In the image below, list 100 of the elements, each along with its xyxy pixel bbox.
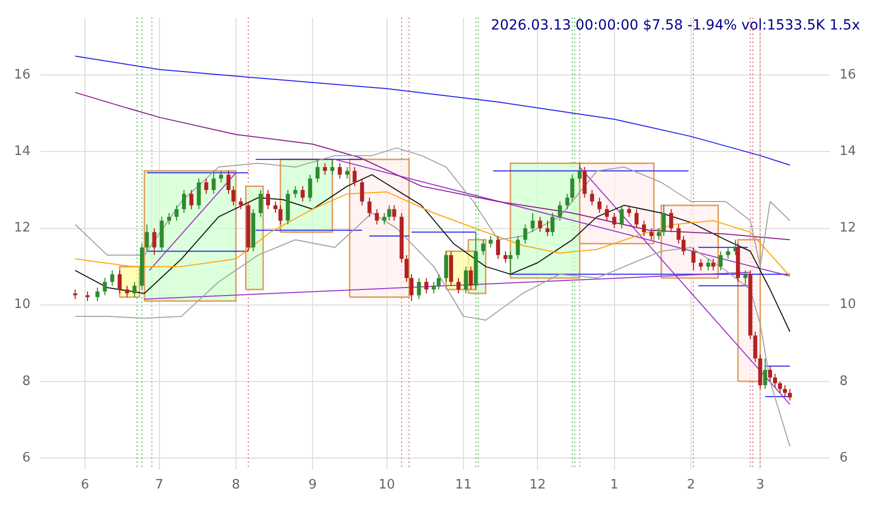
candlestick [773, 373, 778, 388]
candlestick [516, 235, 520, 260]
x-tick-label: 7 [155, 478, 164, 493]
candlestick [436, 274, 441, 290]
candlestick [508, 250, 512, 275]
candlestick [410, 274, 414, 302]
candlestick [768, 366, 772, 382]
x-tick-label: 2 [686, 478, 696, 493]
candlestick [132, 281, 137, 298]
candlestick [367, 197, 372, 218]
x-tick-label: 11 [455, 478, 472, 493]
candlestick [258, 190, 263, 218]
candlestick [763, 358, 768, 390]
candlestick [352, 166, 357, 187]
candlestick [464, 266, 468, 294]
candlestick [182, 190, 186, 214]
candlestick [711, 258, 716, 271]
candlestick [726, 246, 730, 260]
candlestick [125, 285, 130, 298]
candlestick [345, 166, 350, 180]
y-tick-label: 12 [14, 220, 31, 236]
candlestick [456, 278, 460, 294]
candlestick [706, 258, 710, 271]
candlestick [669, 208, 674, 233]
candlestick [753, 331, 758, 363]
candlestick [278, 204, 282, 225]
y-tick-label: 10 [14, 297, 31, 312]
candlestick [523, 224, 528, 244]
candlestick [174, 204, 179, 222]
candlestick [196, 178, 201, 210]
y2-tick-label: 10 [839, 297, 856, 312]
candlestick [743, 270, 748, 286]
candlestick [404, 254, 409, 282]
candlestick [778, 380, 782, 394]
x-tick-label: 6 [80, 478, 90, 493]
candlestick [189, 190, 194, 210]
candlestick [238, 197, 243, 210]
y2-tick-label: 8 [839, 374, 848, 389]
candlestick [316, 158, 320, 183]
candlestick [110, 270, 114, 286]
candlestick [604, 204, 609, 222]
candlestick [330, 158, 334, 176]
candlestick [676, 224, 681, 244]
candlestick [682, 235, 686, 256]
x-tick-label: 8 [232, 478, 240, 493]
candlestick [293, 186, 298, 198]
candlestick [118, 270, 122, 294]
candlestick [444, 250, 448, 282]
candlestick [550, 212, 554, 236]
candlestick [691, 246, 696, 271]
candlestick [382, 212, 386, 225]
candlestick [167, 212, 172, 225]
candlestick [698, 258, 703, 271]
candlestick [597, 197, 602, 214]
candlestick [416, 278, 421, 300]
candlestick [468, 266, 473, 290]
candlestick [322, 162, 327, 176]
candlestick [788, 388, 792, 402]
candlestick [642, 220, 646, 236]
candlestick [662, 204, 666, 236]
candlestick [219, 170, 224, 183]
x-tick-label: 10 [378, 478, 396, 493]
candlestick [558, 201, 562, 222]
candlestick [546, 220, 550, 236]
candlestick [360, 178, 364, 206]
y-tick-label: 16 [14, 68, 31, 83]
candlestick [612, 212, 616, 229]
candlestick [144, 224, 149, 252]
candlestick [582, 166, 587, 198]
candlestick [73, 289, 78, 300]
candlestick [634, 208, 639, 229]
x-tick-label: 12 [529, 478, 546, 493]
candlestick [649, 228, 654, 240]
candlestick [231, 186, 236, 206]
candlestick [565, 193, 570, 210]
y2-tick-label: 12 [839, 220, 856, 236]
candlestick [152, 228, 156, 256]
candlestick [273, 201, 278, 214]
candlestick [204, 178, 208, 194]
chart-title: 2026.03.13 00:00:00 $7.58 -1.94% vol:1533.5K 1.5x [490, 18, 860, 34]
candlestick [538, 216, 542, 233]
candlestick [488, 235, 493, 248]
y2-tick-label: 6 [839, 450, 848, 466]
candlestick [387, 204, 392, 222]
candlestick [266, 190, 270, 210]
y-tick-label: 14 [14, 144, 31, 160]
candlestick [578, 162, 582, 183]
candlestick [503, 250, 508, 264]
y2-tick-label: 14 [839, 144, 856, 160]
x-tick-label: 1 [610, 478, 618, 493]
candlestick [432, 281, 436, 294]
candlestick [627, 204, 632, 218]
candlestick [102, 278, 107, 296]
candlestick [496, 235, 500, 260]
y-tick-label: 8 [22, 374, 31, 389]
candlestick [590, 190, 594, 206]
candlestick [424, 278, 428, 294]
x-tick-label: 9 [308, 478, 317, 493]
candlestick [374, 208, 379, 225]
candlestick [212, 170, 216, 194]
